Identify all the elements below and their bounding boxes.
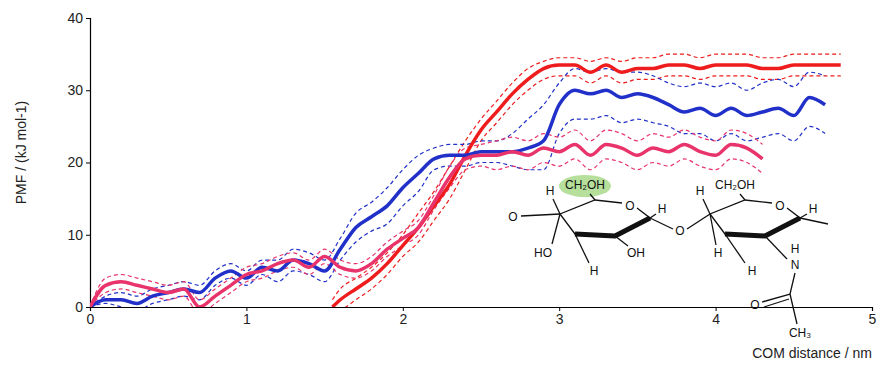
x-axis-title: COM distance / nm [752, 345, 872, 361]
bond [650, 214, 656, 218]
structure-label: CH₂OH [715, 178, 755, 192]
structure-label: H [658, 202, 667, 216]
x-tick: 0 [87, 307, 95, 327]
x-tick-label: 3 [556, 311, 564, 327]
chart: 0 1 2 3 4 5 0 10 20 30 40 PMF / (kJ mol-1) COM dista… [0, 0, 885, 368]
y-tick-label: 0 [75, 299, 83, 315]
structure-label: HO [534, 246, 552, 260]
structure-label: H [809, 202, 818, 216]
x-tick: 5 [869, 307, 877, 327]
bond [710, 200, 800, 236]
plot-area [90, 54, 841, 307]
y-axis: 0 10 20 30 40 [67, 10, 90, 315]
y-tick-label: 10 [67, 227, 83, 243]
bond [710, 214, 716, 245]
error-bound-line [90, 159, 763, 307]
structure-label: H [696, 184, 705, 198]
error-bound-line [90, 116, 825, 307]
structure-label: H [590, 264, 599, 278]
y-tick: 40 [67, 10, 90, 26]
structure-label: O [750, 298, 759, 312]
bond [725, 234, 745, 263]
y-tick-mark [86, 90, 90, 91]
x-tick: 1 [243, 307, 251, 327]
y-tick-label: 20 [67, 154, 83, 170]
x-tick-label: 5 [869, 311, 877, 327]
bond [764, 299, 789, 307]
bond [790, 273, 795, 294]
structure: OHCH₂OHOHHOOHHOHCH₂OHOHHHHNOCH₃ [508, 175, 828, 340]
bond [590, 194, 595, 200]
bond [740, 194, 745, 200]
bond-front [725, 218, 800, 236]
structure-label: O [675, 224, 684, 238]
x-tick-label: 4 [712, 311, 720, 327]
structure-label: OH [627, 246, 645, 260]
structure-label: H [714, 246, 723, 260]
y-tick: 20 [67, 154, 90, 170]
structure-label: N [791, 258, 800, 272]
x-tick: 2 [399, 307, 407, 327]
bond [703, 199, 710, 214]
pmf-line [90, 90, 825, 307]
y-axis-title: PMF / (kJ mol-1) [13, 101, 29, 204]
bond [687, 214, 710, 229]
y-tick-label: 40 [67, 10, 83, 26]
error-bound-line [90, 69, 825, 307]
x-tick: 3 [556, 307, 564, 327]
bond [560, 200, 650, 236]
y-tick-mark [86, 18, 90, 19]
structure-label: H [546, 184, 555, 198]
bond [552, 214, 560, 244]
structure-label: O [625, 199, 634, 213]
y-tick-label: 30 [67, 82, 83, 98]
bond [765, 236, 787, 259]
bond [800, 214, 807, 218]
y-tick-mark [86, 235, 90, 236]
bond [800, 218, 828, 224]
x-tick-label: 2 [399, 311, 407, 327]
x-tick-label: 1 [243, 311, 251, 327]
bond [762, 294, 790, 302]
structure-label: H [791, 242, 800, 256]
y-axis-line [86, 19, 91, 308]
pmf-line [90, 144, 763, 307]
bond [521, 214, 560, 216]
bond [650, 218, 673, 229]
structure-label: CH₂OH [565, 178, 605, 192]
structure-label: O [775, 199, 784, 213]
bond [790, 294, 797, 324]
structure-label: H [748, 264, 757, 278]
bond [575, 234, 589, 263]
highlight [559, 175, 611, 197]
error-bound-line [90, 130, 763, 307]
bond [553, 199, 560, 214]
y-tick: 0 [75, 299, 90, 315]
y-tick: 30 [67, 82, 90, 98]
pmf-line [332, 65, 840, 307]
bond-front [575, 218, 650, 236]
y-tick-mark [86, 163, 90, 164]
structure-label: O [508, 210, 517, 224]
y-tick: 10 [67, 227, 90, 243]
error-bound-line [332, 54, 840, 300]
x-tick: 4 [712, 307, 720, 327]
x-tick-label: 0 [87, 311, 95, 327]
structure-label: CH₃ [789, 326, 811, 340]
y-tick-mark [86, 307, 90, 308]
